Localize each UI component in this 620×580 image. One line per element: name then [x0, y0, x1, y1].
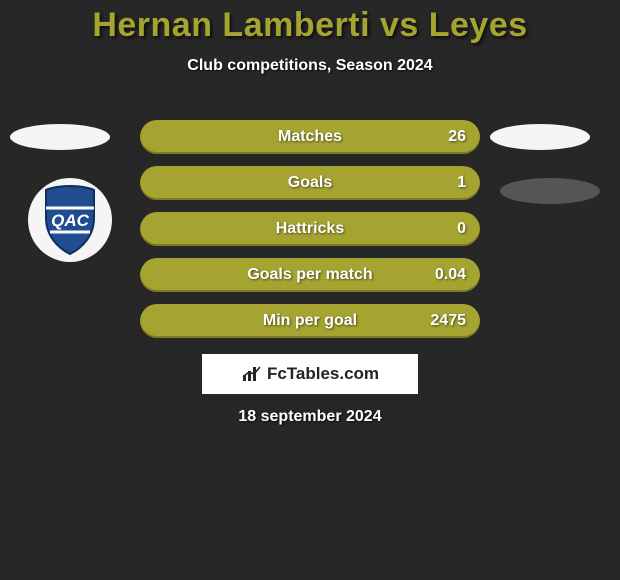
shield-icon: QAC [40, 184, 100, 256]
chart-icon [241, 365, 263, 383]
attribution-text: FcTables.com [267, 364, 379, 384]
player-right-top-ellipse [490, 124, 590, 150]
player-right-bottom-ellipse [500, 178, 600, 204]
stat-value: 1 [457, 174, 466, 192]
stat-label: Goals [288, 174, 332, 192]
stats-bars: Matches 26 Goals 1 Hattricks 0 Goals per… [140, 120, 480, 350]
stat-row: Hattricks 0 [140, 212, 480, 246]
stat-row: Matches 26 [140, 120, 480, 154]
stat-value: 0.04 [435, 266, 466, 284]
stat-value: 26 [448, 128, 466, 146]
stat-row: Goals 1 [140, 166, 480, 200]
subtitle: Club competitions, Season 2024 [0, 57, 620, 75]
svg-text:QAC: QAC [51, 211, 90, 230]
stat-label: Goals per match [247, 266, 372, 284]
stat-label: Matches [278, 128, 342, 146]
stat-row: Goals per match 0.04 [140, 258, 480, 292]
date-text: 18 september 2024 [0, 408, 620, 426]
stat-value: 0 [457, 220, 466, 238]
stat-label: Hattricks [276, 220, 344, 238]
attribution-box: FcTables.com [202, 354, 418, 394]
club-badge: QAC [28, 178, 112, 262]
stat-label: Min per goal [263, 312, 357, 330]
stat-row: Min per goal 2475 [140, 304, 480, 338]
page-title: Hernan Lamberti vs Leyes [0, 0, 620, 45]
stat-value: 2475 [430, 312, 466, 330]
player-left-ellipse [10, 124, 110, 150]
